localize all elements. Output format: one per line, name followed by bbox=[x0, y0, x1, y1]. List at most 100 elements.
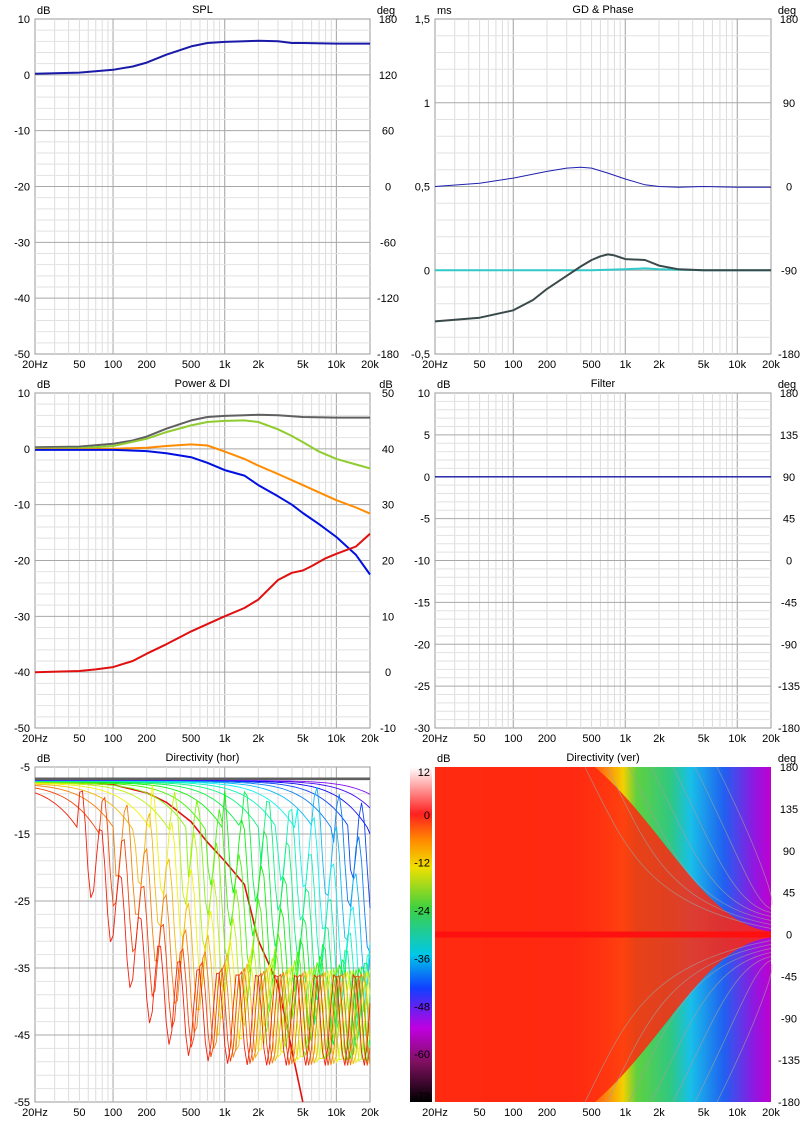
series-line bbox=[34, 790, 371, 1066]
scale-tick-label: -48 bbox=[414, 1001, 430, 1013]
x-tick-label: 20Hz bbox=[22, 1107, 48, 1119]
x-tick-label: 500 bbox=[182, 733, 200, 745]
heatmap-contour bbox=[650, 766, 772, 1103]
x-tick-label: 5k bbox=[297, 1107, 309, 1119]
left-axis-unit: dB bbox=[37, 753, 50, 765]
right-axis-unit: deg bbox=[377, 5, 395, 17]
heatmap-contour bbox=[584, 766, 772, 1103]
heatmap-contour bbox=[672, 766, 772, 1103]
chart-title: Power & DI bbox=[175, 378, 231, 390]
x-tick-label: 20Hz bbox=[422, 359, 448, 371]
scale-tick-label: 0 bbox=[424, 810, 430, 822]
y2-tick-label: 0 bbox=[786, 930, 792, 942]
y2-tick-label: 180 bbox=[780, 14, 798, 26]
y2-tick-label: 40 bbox=[382, 444, 394, 456]
y2-tick-label: 60 bbox=[382, 126, 394, 138]
scale-tick-label: -60 bbox=[414, 1049, 430, 1061]
x-tick-label: 20Hz bbox=[22, 359, 48, 371]
y-tick-label: -10 bbox=[14, 126, 30, 138]
x-tick-label: 100 bbox=[104, 733, 122, 745]
x-tick-label: 1k bbox=[219, 359, 231, 371]
series-line bbox=[34, 785, 371, 1066]
y-tick-label: 10 bbox=[18, 14, 30, 26]
chart-title: SPL bbox=[192, 4, 213, 16]
y2-tick-label: 30 bbox=[382, 500, 394, 512]
x-tick-label: 20Hz bbox=[422, 733, 448, 745]
x-tick-label: 50 bbox=[73, 733, 85, 745]
chart-gd: GD & Phase ms deg 1,5 1 0,5 0 -0,5 180 90 0 -90 -180… bbox=[411, 4, 800, 371]
series-line bbox=[34, 787, 371, 1066]
x-tick-label: 5k bbox=[698, 359, 710, 371]
x-tick-label: 10k bbox=[728, 733, 746, 745]
chart-title: Directivity (hor) bbox=[166, 752, 240, 764]
x-tick-label: 5k bbox=[698, 1107, 710, 1119]
y2-tick-label: -135 bbox=[778, 681, 800, 693]
chart-title: GD & Phase bbox=[572, 4, 633, 16]
series-line bbox=[34, 419, 371, 470]
heatmap-contour bbox=[606, 766, 772, 1103]
y2-tick-label: 0 bbox=[786, 556, 792, 568]
x-tick-label: 20Hz bbox=[422, 1107, 448, 1119]
heatmap-contour bbox=[694, 766, 772, 1103]
x-tick-label: 200 bbox=[538, 733, 556, 745]
y-tick-label: -45 bbox=[14, 1030, 30, 1042]
x-tick-label: 1k bbox=[219, 733, 231, 745]
y2-tick-label: 90 bbox=[783, 98, 795, 110]
y-tick-label: -10 bbox=[414, 556, 430, 568]
y2-tick-label: 45 bbox=[783, 514, 795, 526]
x-tick-label: 500 bbox=[182, 359, 200, 371]
y-tick-label: -50 bbox=[14, 723, 30, 735]
y2-tick-label: -10 bbox=[380, 723, 396, 735]
y2-tick-label: -90 bbox=[781, 265, 797, 277]
x-tick-label: 20k bbox=[762, 1107, 780, 1119]
x-tick-label: 20Hz bbox=[22, 733, 48, 745]
scale-tick-label: -12 bbox=[414, 858, 430, 870]
y-tick-label: 0 bbox=[424, 472, 430, 484]
series-line bbox=[34, 781, 304, 1103]
y-tick-label: -40 bbox=[14, 293, 30, 305]
x-tick-label: 1k bbox=[619, 359, 631, 371]
y-tick-label: -30 bbox=[414, 723, 430, 735]
x-tick-label: 200 bbox=[538, 1107, 556, 1119]
x-tick-label: 200 bbox=[137, 733, 155, 745]
y2-tick-label: 180 bbox=[780, 388, 798, 400]
x-tick-label: 2k bbox=[253, 359, 265, 371]
x-tick-label: 20k bbox=[762, 733, 780, 745]
y2-tick-label: 0 bbox=[385, 182, 391, 194]
y-tick-label: -20 bbox=[414, 639, 430, 651]
x-tick-label: 10k bbox=[328, 359, 346, 371]
x-tick-label: 10k bbox=[728, 359, 746, 371]
y-tick-label: -25 bbox=[414, 681, 430, 693]
x-tick-label: 1k bbox=[619, 1107, 631, 1119]
y2-tick-label: -180 bbox=[377, 349, 399, 361]
y2-tick-label: -60 bbox=[380, 237, 396, 249]
x-tick-label: 20k bbox=[361, 359, 379, 371]
y-tick-label: -30 bbox=[14, 237, 30, 249]
y-tick-label: -25 bbox=[14, 896, 30, 908]
x-tick-label: 50 bbox=[73, 1107, 85, 1119]
y-tick-label: 0 bbox=[424, 265, 430, 277]
series-line bbox=[35, 781, 371, 1062]
x-tick-label: 100 bbox=[104, 359, 122, 371]
x-tick-label: 100 bbox=[504, 359, 522, 371]
y2-tick-label: 50 bbox=[382, 388, 394, 400]
y-tick-label: -10 bbox=[14, 500, 30, 512]
chart-dir-ver: 12 0 -12 -24 -36 -48 -60 -72 Directivity (ver) dB… bbox=[410, 752, 800, 1119]
x-tick-label: 500 bbox=[182, 1107, 200, 1119]
x-tick-label: 10k bbox=[328, 733, 346, 745]
chart-title: Directivity (ver) bbox=[566, 752, 639, 764]
y-tick-label: -15 bbox=[414, 597, 430, 609]
x-tick-label: 1k bbox=[619, 733, 631, 745]
right-axis-unit: deg bbox=[778, 379, 796, 391]
scale-tick-label: 12 bbox=[418, 767, 430, 779]
y-tick-label: 5 bbox=[424, 430, 430, 442]
x-tick-label: 10k bbox=[728, 1107, 746, 1119]
y2-tick-label: 20 bbox=[382, 556, 394, 568]
scale-tick-label: -24 bbox=[414, 906, 430, 918]
y2-tick-label: 180 bbox=[780, 762, 798, 774]
y2-tick-label: 45 bbox=[783, 888, 795, 900]
y2-tick-label: -45 bbox=[781, 971, 797, 983]
